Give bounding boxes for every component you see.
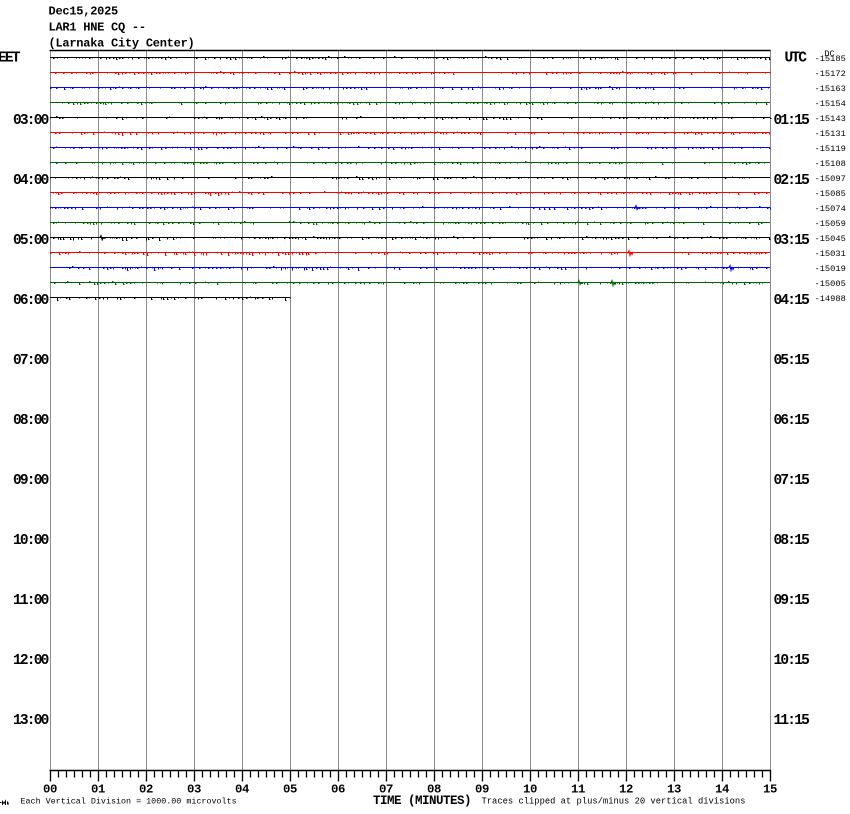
svg-text:07: 07 bbox=[379, 782, 393, 796]
svg-text:00: 00 bbox=[43, 782, 57, 796]
svg-text:06:00: 06:00 bbox=[13, 293, 49, 309]
svg-text:11: 11 bbox=[571, 782, 585, 796]
svg-text:11:00: 11:00 bbox=[13, 593, 49, 609]
svg-text:LAR1 HNE CQ --: LAR1 HNE CQ -- bbox=[49, 21, 146, 35]
svg-text:UTC: UTC bbox=[785, 51, 808, 67]
svg-text:01: 01 bbox=[91, 782, 105, 796]
svg-text:-15074: -15074 bbox=[815, 204, 846, 214]
svg-text:-15019: -15019 bbox=[815, 264, 846, 274]
svg-text:EET: EET bbox=[0, 51, 21, 67]
svg-text:-15045: -15045 bbox=[815, 234, 846, 244]
svg-text:05: 05 bbox=[283, 782, 297, 796]
svg-text:-15143: -15143 bbox=[815, 114, 846, 124]
svg-text:08:00: 08:00 bbox=[13, 413, 49, 429]
svg-text:02:15: 02:15 bbox=[774, 173, 810, 189]
svg-text:10:00: 10:00 bbox=[13, 533, 49, 549]
svg-text:13: 13 bbox=[667, 782, 681, 796]
svg-text:03:15: 03:15 bbox=[774, 233, 810, 249]
svg-text:-15097: -15097 bbox=[815, 174, 846, 184]
svg-text:-15085: -15085 bbox=[815, 189, 846, 199]
svg-text:12:00: 12:00 bbox=[13, 653, 49, 669]
svg-text:07:00: 07:00 bbox=[13, 353, 49, 369]
svg-text:10: 10 bbox=[523, 782, 537, 796]
svg-text:03:00: 03:00 bbox=[13, 113, 49, 129]
svg-text:09: 09 bbox=[475, 782, 489, 796]
svg-text:10:15: 10:15 bbox=[774, 653, 810, 669]
svg-text:13:00: 13:00 bbox=[13, 713, 49, 729]
svg-text:02: 02 bbox=[139, 782, 153, 796]
svg-text:14: 14 bbox=[715, 782, 730, 796]
svg-text:-14988: -14988 bbox=[815, 294, 846, 304]
svg-text:06: 06 bbox=[331, 782, 345, 796]
svg-text:DC: DC bbox=[824, 49, 834, 59]
svg-text:04:15: 04:15 bbox=[774, 293, 810, 309]
svg-text:-15185: -15185 bbox=[815, 54, 846, 64]
svg-text:(Larnaka City Center): (Larnaka City Center) bbox=[49, 36, 195, 50]
svg-text:06:15: 06:15 bbox=[774, 413, 810, 429]
svg-text:-15154: -15154 bbox=[815, 99, 846, 109]
svg-text:12: 12 bbox=[619, 782, 633, 796]
svg-text:05:15: 05:15 bbox=[774, 353, 810, 369]
svg-text:01:15: 01:15 bbox=[774, 113, 810, 129]
svg-text:04: 04 bbox=[235, 782, 250, 796]
svg-text:11:15: 11:15 bbox=[774, 713, 810, 729]
svg-text:-15131: -15131 bbox=[815, 129, 846, 139]
svg-text:04:00: 04:00 bbox=[13, 173, 49, 189]
svg-text:03: 03 bbox=[187, 782, 201, 796]
svg-text:08:15: 08:15 bbox=[774, 533, 810, 549]
svg-text:Each Vertical Division = 1000.: Each Vertical Division = 1000.00 microvo… bbox=[21, 797, 237, 807]
svg-text:-15059: -15059 bbox=[815, 219, 846, 229]
svg-text:-15031: -15031 bbox=[815, 249, 846, 259]
svg-text:Dec15,2025: Dec15,2025 bbox=[49, 5, 119, 19]
svg-text:-15163: -15163 bbox=[815, 84, 846, 94]
svg-text:-15119: -15119 bbox=[815, 144, 846, 154]
svg-text:Traces clipped at plus/minus 2: Traces clipped at plus/minus 20 vertical… bbox=[482, 797, 746, 807]
svg-text:09:00: 09:00 bbox=[13, 473, 49, 489]
svg-text:-15108: -15108 bbox=[815, 159, 846, 169]
svg-text:-15172: -15172 bbox=[815, 69, 846, 79]
svg-text:05:00: 05:00 bbox=[13, 233, 49, 249]
svg-text:15: 15 bbox=[763, 782, 777, 796]
svg-text:-15005: -15005 bbox=[815, 279, 846, 289]
svg-text:09:15: 09:15 bbox=[774, 593, 810, 609]
svg-text:07:15: 07:15 bbox=[774, 473, 810, 489]
svg-text:08: 08 bbox=[427, 782, 441, 796]
svg-text:TIME (MINUTES): TIME (MINUTES) bbox=[373, 794, 471, 808]
